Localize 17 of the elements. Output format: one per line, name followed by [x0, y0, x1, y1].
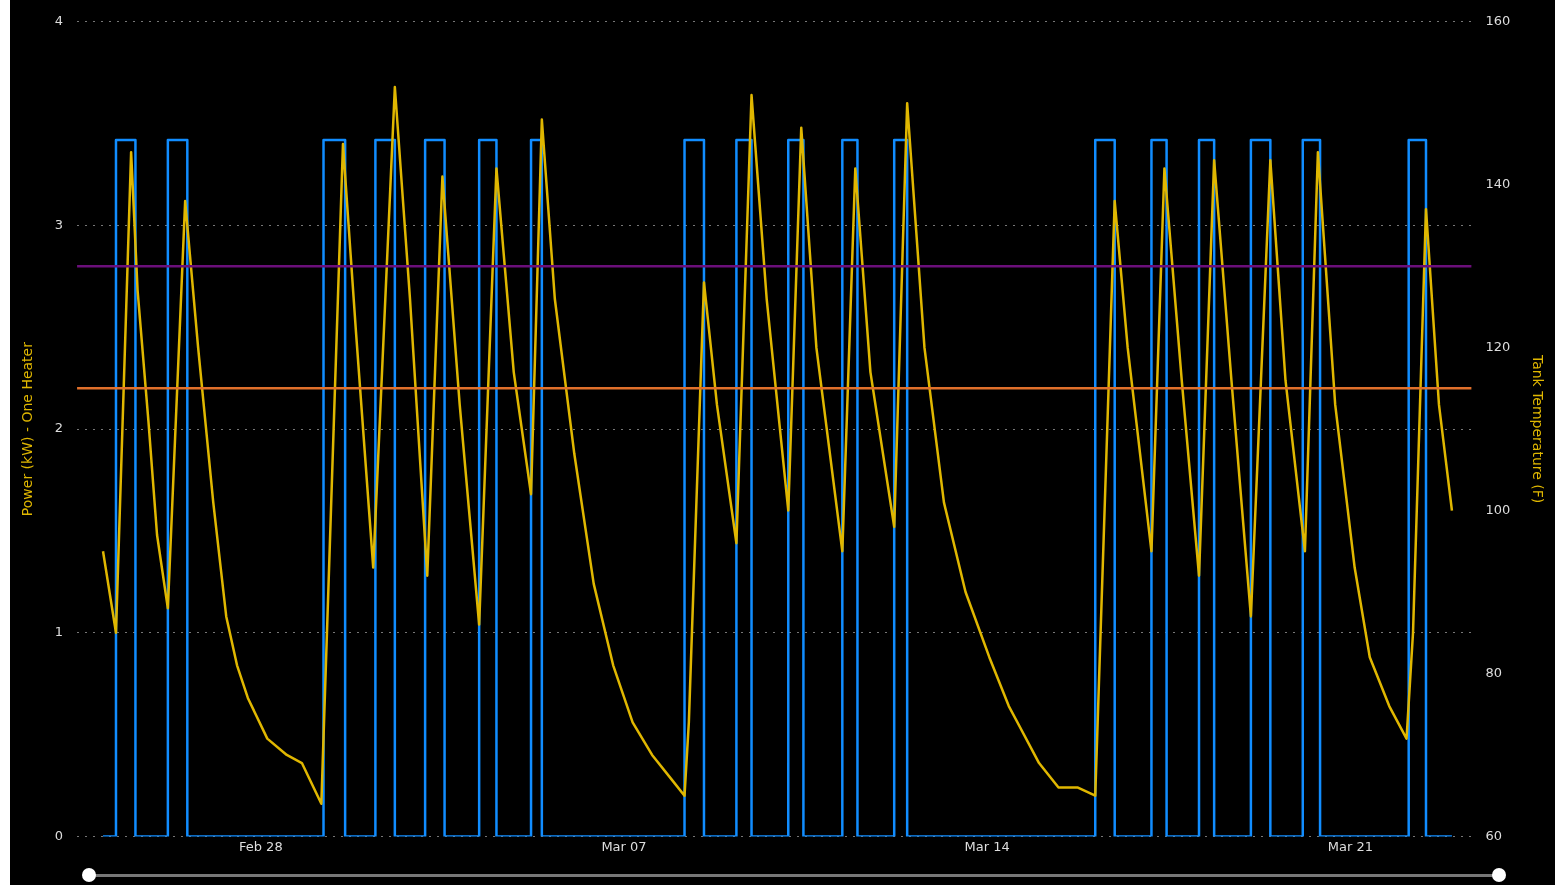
- y-tick-label: 4: [54, 13, 64, 29]
- x-tick-label: Mar 21: [1327, 838, 1373, 854]
- y2-tick-label: 60: [1485, 827, 1502, 843]
- y2-axis-title: Tank Temperature (F): [1529, 353, 1546, 504]
- y-tick-label: 2: [54, 420, 64, 436]
- y-tick-label: 1: [54, 624, 64, 640]
- x-tick-label: Feb 28: [238, 838, 283, 854]
- y-tick-label: 0: [54, 827, 64, 843]
- y-tick-label: 3: [54, 216, 64, 232]
- x-tick-label: Mar 14: [964, 838, 1010, 854]
- x-tick-label: Mar 07: [601, 838, 647, 854]
- y2-tick-label: 80: [1485, 664, 1502, 680]
- y2-tick-label: 100: [1485, 501, 1511, 517]
- y-axis-title: Power (kW) - One Heater: [19, 341, 36, 517]
- y2-tick-label: 160: [1485, 13, 1511, 29]
- y2-tick-label: 120: [1485, 339, 1511, 355]
- y2-tick-label: 140: [1485, 176, 1511, 192]
